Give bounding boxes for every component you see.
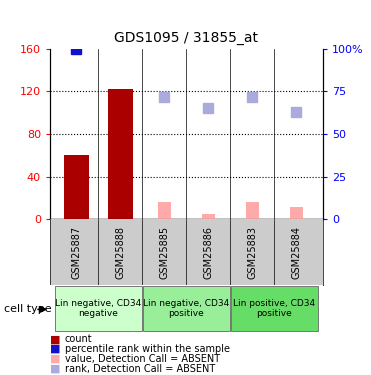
Text: value, Detection Call = ABSENT: value, Detection Call = ABSENT [65, 354, 220, 364]
Text: GSM25883: GSM25883 [247, 226, 257, 279]
Text: percentile rank within the sample: percentile rank within the sample [65, 344, 230, 354]
Text: ■: ■ [50, 364, 60, 374]
Bar [231, 286, 318, 331]
Text: GSM25886: GSM25886 [203, 226, 213, 279]
Text: Lin positive, CD34
positive: Lin positive, CD34 positive [233, 299, 315, 318]
Bar [65, 155, 89, 219]
Bar [158, 202, 171, 219]
Text: GSM25885: GSM25885 [160, 226, 170, 279]
Text: ■: ■ [50, 334, 60, 344]
Text: rank, Detection Call = ABSENT: rank, Detection Call = ABSENT [65, 364, 215, 374]
Text: count: count [65, 334, 92, 344]
Bar [143, 286, 230, 331]
Bar [290, 207, 303, 219]
Text: ■: ■ [50, 354, 60, 364]
Text: GSM25887: GSM25887 [72, 226, 82, 279]
Text: GSM25888: GSM25888 [115, 226, 125, 279]
Bar [246, 202, 259, 219]
Text: ■: ■ [50, 344, 60, 354]
Text: cell type: cell type [4, 304, 51, 314]
Title: GDS1095 / 31855_at: GDS1095 / 31855_at [114, 31, 259, 45]
Text: GSM25884: GSM25884 [291, 226, 301, 279]
Text: Lin negative, CD34
positive: Lin negative, CD34 positive [143, 299, 230, 318]
Bar [55, 286, 142, 331]
Text: Lin negative, CD34
negative: Lin negative, CD34 negative [55, 299, 142, 318]
Bar [108, 89, 132, 219]
Bar [202, 214, 215, 219]
